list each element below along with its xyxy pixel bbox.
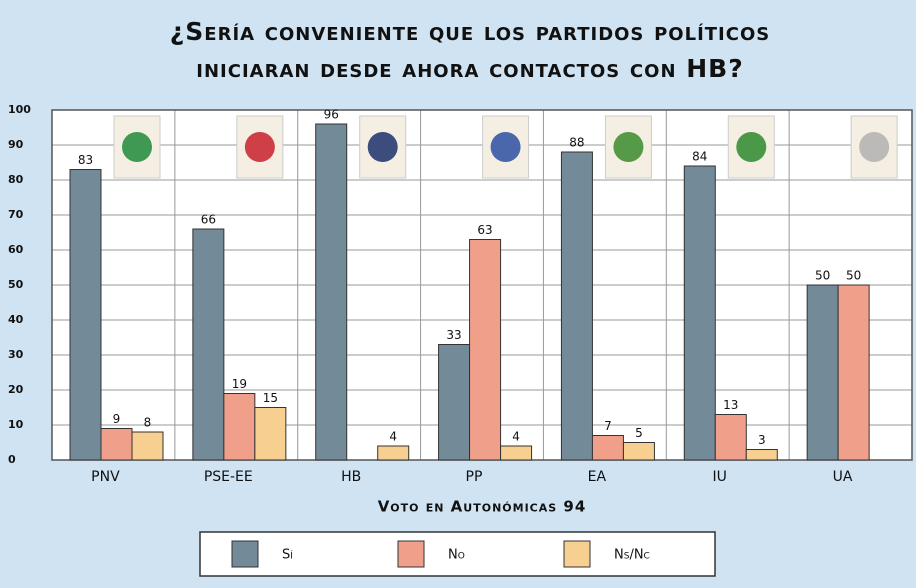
data-label: 7: [604, 419, 612, 433]
bar: [315, 123, 348, 461]
data-label: 3: [758, 433, 766, 447]
y-tick-label: 20: [8, 383, 24, 396]
bar: [591, 435, 624, 461]
data-label: 19: [232, 377, 247, 391]
data-label: 96: [324, 108, 339, 122]
legend-label: No: [448, 548, 465, 563]
data-label: 66: [201, 213, 216, 227]
chart-title: iniciaran desde ahora contactos con HB?: [196, 54, 743, 83]
bar: [131, 431, 164, 461]
data-label: 4: [389, 430, 397, 444]
data-label: 5: [635, 426, 643, 440]
x-tick-label: EA: [588, 469, 607, 485]
y-tick-label: 60: [8, 243, 24, 256]
bar: [377, 445, 410, 461]
bar: [500, 445, 533, 461]
data-label: 88: [569, 136, 584, 150]
y-tick-label: 90: [8, 138, 24, 151]
y-tick-label: 10: [8, 418, 24, 431]
bar: [223, 393, 256, 461]
x-axis-label: Voto en Autonómicas 94: [378, 498, 587, 516]
legend-swatch: [397, 540, 425, 568]
y-tick-label: 80: [8, 173, 24, 186]
legend-swatch: [231, 540, 259, 568]
x-tick-label: PSE-EE: [204, 469, 253, 485]
legend-label: Sí: [282, 548, 293, 563]
bar: [469, 239, 502, 461]
party-logo-mark: [613, 132, 644, 162]
data-label: 8: [144, 416, 152, 430]
y-tick-label: 100: [8, 103, 31, 116]
data-label: 33: [446, 328, 461, 342]
party-logo-mark: [736, 132, 767, 162]
data-label: 50: [815, 269, 830, 283]
x-tick-label: HB: [341, 469, 361, 485]
y-tick-label: 50: [8, 278, 24, 291]
party-logo-mark: [490, 132, 521, 162]
bar: [837, 284, 870, 461]
data-label: 83: [78, 153, 93, 167]
bar: [622, 442, 655, 461]
bar: [438, 344, 471, 461]
data-label: 4: [512, 430, 520, 444]
y-tick-label: 0: [8, 453, 16, 466]
data-label: 13: [723, 398, 738, 412]
bar: [100, 428, 133, 461]
party-logo-mark: [122, 132, 152, 162]
x-tick-label: IU: [713, 469, 727, 485]
y-tick-label: 40: [8, 313, 24, 326]
party-logo-mark: [859, 132, 890, 162]
data-label: 50: [846, 269, 861, 283]
party-logo-mark: [244, 132, 275, 162]
x-tick-label: PNV: [91, 469, 120, 485]
y-tick-label: 70: [8, 208, 24, 221]
data-label: 15: [263, 391, 278, 405]
bar: [69, 169, 102, 461]
data-label: 9: [113, 412, 121, 426]
chart-title: ¿Sería conveniente que los partidos polí…: [170, 17, 770, 46]
bar: [683, 165, 716, 461]
legend-label: Ns/Nc: [614, 548, 650, 563]
bar: [254, 407, 287, 461]
y-tick-label: 30: [8, 348, 24, 361]
legend-swatch: [563, 540, 591, 568]
bar: [192, 228, 225, 461]
data-label: 84: [692, 150, 707, 164]
bar: [560, 151, 593, 461]
bar: [714, 414, 747, 461]
x-tick-label: UA: [833, 469, 853, 485]
x-tick-label: PP: [466, 469, 483, 485]
legend-box: [199, 531, 716, 577]
bar: [806, 284, 839, 461]
bar: [745, 449, 778, 461]
party-logo-mark: [367, 132, 398, 162]
data-label: 63: [477, 223, 492, 237]
